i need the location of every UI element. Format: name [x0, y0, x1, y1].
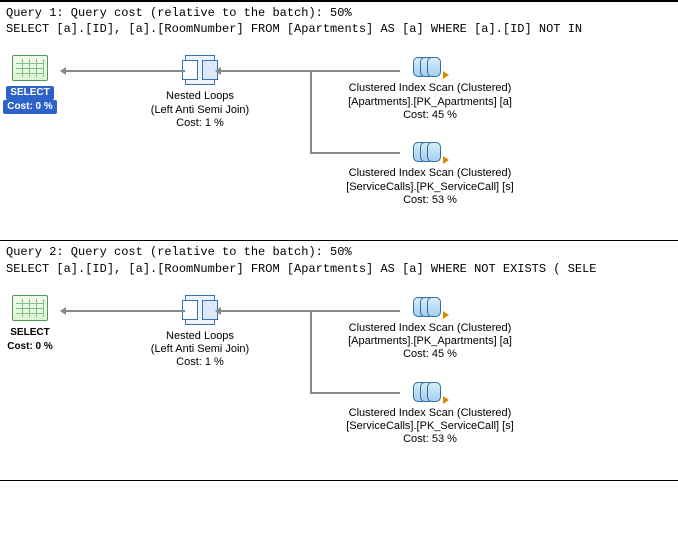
table-icon [12, 55, 48, 81]
select-cost: Cost: 0 % [3, 340, 57, 354]
op-object: [Apartments].[PK_Apartments] [a] [330, 335, 530, 348]
op-title: Clustered Index Scan (Clustered) [330, 82, 530, 95]
clustered-index-scan-icon [413, 295, 447, 317]
op-title: Clustered Index Scan (Clustered) [330, 407, 530, 420]
table-icon [12, 295, 48, 321]
nested-loops-icon [185, 295, 215, 325]
op-title: Clustered Index Scan (Clustered) [330, 167, 530, 180]
query-header: Query 2: Query cost (relative to the bat… [0, 240, 678, 279]
connector [310, 152, 400, 154]
arrowhead-icon [60, 307, 66, 315]
nested-loops-icon [185, 55, 215, 85]
op-cost: Cost: 53 % [330, 194, 530, 207]
clustered-index-scan-icon [413, 55, 447, 77]
op-title: Nested Loops [100, 330, 300, 343]
op-index-scan-top[interactable]: Clustered Index Scan (Clustered)[Apartme… [330, 295, 530, 362]
query-sql-line: SELECT [a].[ID], [a].[RoomNumber] FROM [… [6, 261, 672, 277]
op-title: Clustered Index Scan (Clustered) [330, 322, 530, 335]
op-nested-loops[interactable]: Nested Loops(Left Anti Semi Join)Cost: 1… [100, 295, 300, 370]
op-nested-loops[interactable]: Nested Loops(Left Anti Semi Join)Cost: 1… [100, 55, 300, 130]
connector [65, 310, 185, 312]
op-object: [ServiceCalls].[PK_ServiceCall] [s] [330, 181, 530, 194]
connector [310, 72, 312, 154]
clustered-index-scan-icon [413, 380, 447, 402]
connector [310, 392, 400, 394]
op-index-scan-bottom[interactable]: Clustered Index Scan (Clustered)[Service… [330, 140, 530, 207]
select-label: SELECT [6, 326, 53, 340]
op-subtitle: (Left Anti Semi Join) [100, 104, 300, 117]
op-title: Nested Loops [100, 90, 300, 103]
op-cost: Cost: 1 % [100, 117, 300, 130]
connector [310, 312, 312, 394]
op-cost: Cost: 1 % [100, 356, 300, 369]
arrowhead-icon [215, 67, 221, 75]
op-cost: Cost: 53 % [330, 433, 530, 446]
clustered-index-scan-icon [413, 140, 447, 162]
query-header: Query 1: Query cost (relative to the bat… [0, 1, 678, 40]
query-plan-block: Query 2: Query cost (relative to the bat… [0, 240, 678, 479]
op-index-scan-bottom[interactable]: Clustered Index Scan (Clustered)[Service… [330, 380, 530, 447]
op-cost: Cost: 45 % [330, 109, 530, 122]
plan-canvas: SELECTCost: 0 % Nested Loops(Left Anti Se… [0, 40, 678, 210]
plan-canvas: SELECTCost: 0 % Nested Loops(Left Anti Se… [0, 280, 678, 450]
select-label: SELECT [6, 86, 53, 100]
arrowhead-icon [60, 67, 66, 75]
connector [65, 70, 185, 72]
op-subtitle: (Left Anti Semi Join) [100, 343, 300, 356]
select-cost: Cost: 0 % [3, 100, 57, 114]
query-cost-line: Query 1: Query cost (relative to the bat… [6, 5, 672, 21]
op-index-scan-top[interactable]: Clustered Index Scan (Clustered)[Apartme… [330, 55, 530, 122]
op-cost: Cost: 45 % [330, 348, 530, 361]
query-cost-line: Query 2: Query cost (relative to the bat… [6, 244, 672, 260]
arrowhead-icon [215, 307, 221, 315]
query-plan-block: Query 1: Query cost (relative to the bat… [0, 1, 678, 240]
op-object: [Apartments].[PK_Apartments] [a] [330, 96, 530, 109]
op-object: [ServiceCalls].[PK_ServiceCall] [s] [330, 420, 530, 433]
query-sql-line: SELECT [a].[ID], [a].[RoomNumber] FROM [… [6, 21, 672, 37]
